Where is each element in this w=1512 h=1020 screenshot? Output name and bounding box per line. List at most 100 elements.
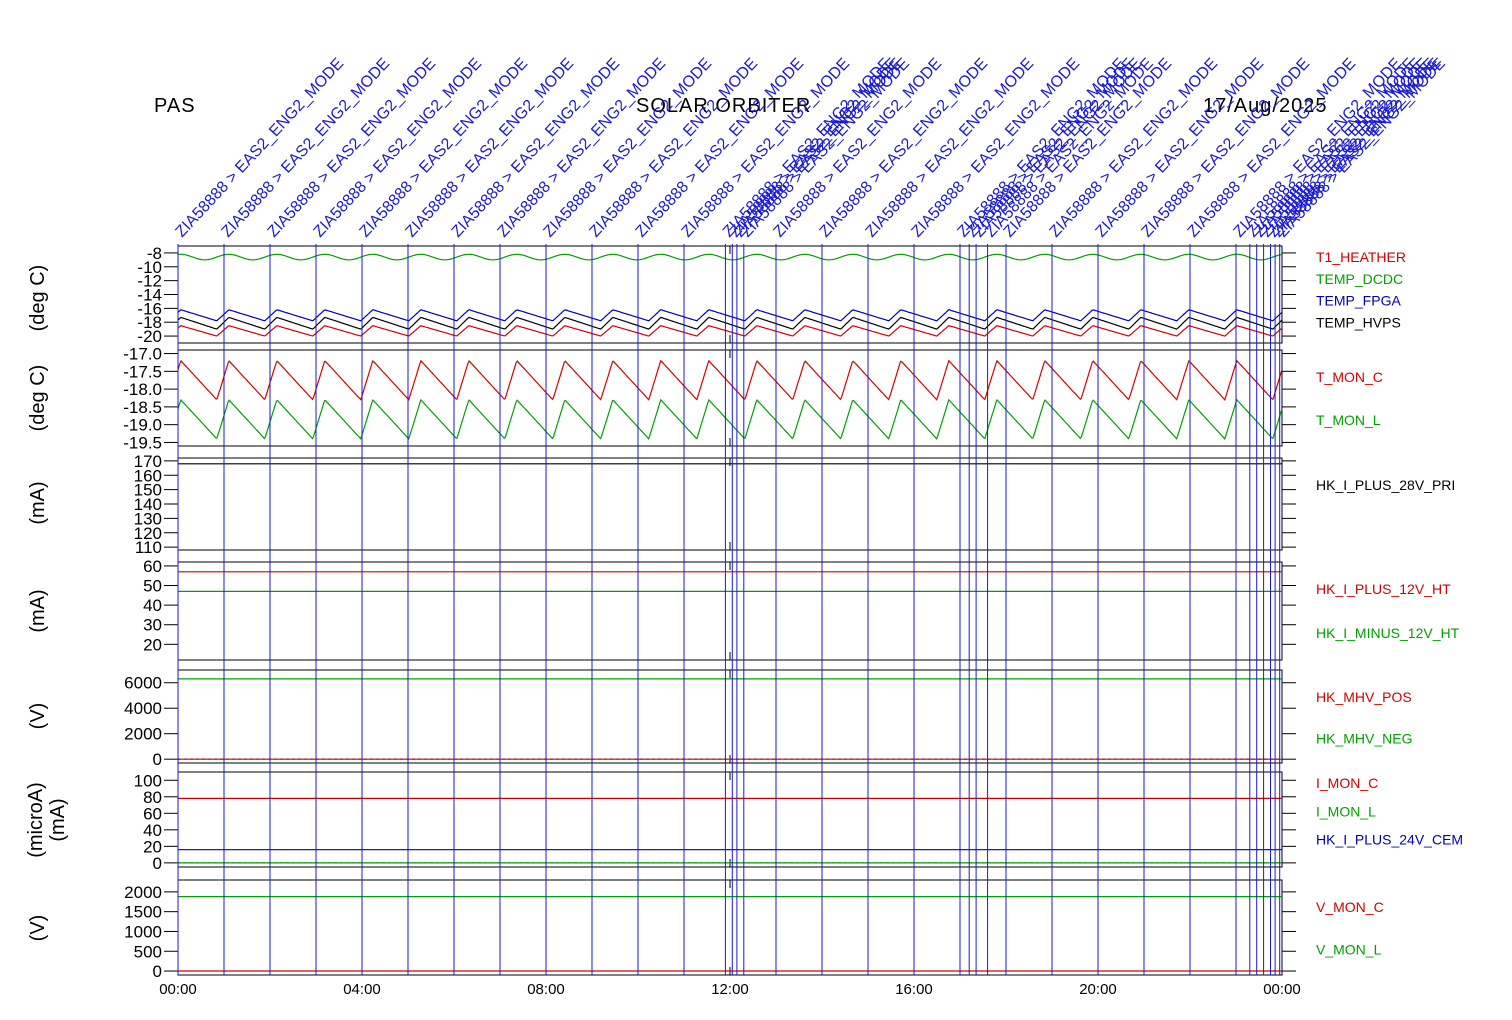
panel-frame — [177, 879, 1283, 976]
y-tick-label: 2000 — [124, 883, 162, 902]
header-center: SOLAR ORBITER — [636, 95, 812, 117]
y-tick-label: 0 — [153, 854, 162, 873]
header-left: PAS — [154, 95, 196, 117]
y-axis-label: (V) — [27, 703, 49, 730]
event-label: ZIA58888 > EAS2_ENG2_MODE — [310, 55, 485, 241]
panel-5: 6000 4000 2000 0 (V) HK_MHV_POS HK_MHV_NEG — [27, 669, 1412, 769]
y-tick-label: 1000 — [124, 922, 162, 941]
y-tick-label: -18 — [137, 313, 162, 332]
event-label: ZIA58888 > EAS2_ENG2_MODE — [356, 55, 531, 241]
y-tick-label: -18.5 — [123, 398, 162, 417]
x-tick-label: 20:00 — [1079, 981, 1117, 998]
series-line — [177, 325, 1283, 337]
y-tick-label: -17.5 — [123, 362, 162, 381]
legend-entry: T_MON_C — [1316, 369, 1383, 385]
x-tick-label: 08:00 — [527, 981, 565, 998]
legend-entry: I_MON_C — [1316, 775, 1378, 791]
event-label: ZIA58888 > EAS2_ENG2_MODE — [402, 55, 577, 241]
y-tick-label: 120 — [134, 524, 162, 543]
y-tick-label: -18.0 — [123, 380, 162, 399]
legend-entry: TEMP_DCDC — [1316, 271, 1403, 287]
legend-entry: I_MON_L — [1316, 803, 1376, 819]
panel-frame — [177, 245, 1283, 344]
y-tick-label: -17.0 — [123, 345, 162, 364]
y-axis-label: (V) — [27, 915, 49, 942]
y-tick-label: 0 — [153, 750, 162, 769]
series-line — [177, 359, 1283, 401]
x-axis: 00:00 04:00 08:00 12:00 16:00 20:00 00:00 — [159, 981, 1301, 998]
y-tick-label: -8 — [147, 244, 162, 263]
panel-frame — [177, 349, 1283, 447]
y-tick-label: 80 — [143, 788, 162, 807]
y-tick-label: 170 — [134, 452, 162, 471]
legend-entry: HK_I_MINUS_12V_HT — [1316, 625, 1460, 641]
legend-entry: HK_I_PLUS_28V_PRI — [1316, 477, 1455, 493]
event-label: ZIA58888 > EAS2_ENG2_MODE — [1000, 55, 1175, 241]
y-tick-label: 30 — [143, 616, 162, 635]
y-tick-label: 50 — [143, 577, 162, 596]
y-tick-label: 20 — [143, 635, 162, 654]
legend-entry: HK_MHV_NEG — [1316, 731, 1412, 747]
legend-entry: V_MON_L — [1316, 942, 1382, 958]
y-tick-label: 6000 — [124, 674, 162, 693]
x-tick-label: 12:00 — [711, 981, 749, 998]
y-tick-label: 150 — [134, 481, 162, 500]
event-label: ZIA58888 > EAS2_ENG2_MODE — [218, 55, 393, 241]
panel-2: -17.0-17.5-18.0-18.5-19.0-19.5 (deg C) T_M… — [27, 345, 1383, 453]
y-tick-label: 130 — [134, 509, 162, 528]
event-label: ZIA58888 > EAS2_ENG2_MODE — [172, 55, 347, 241]
y-tick-label: -19.5 — [123, 433, 162, 452]
event-label: ZIA58888 > EAS2_ENG2_MODE — [816, 55, 991, 241]
y-tick-label: 110 — [135, 538, 162, 557]
x-tick-label: 00:00 — [1263, 981, 1301, 998]
y-tick-label: -19.0 — [123, 416, 162, 435]
y-axis-label-2: (mA) — [47, 798, 69, 841]
y-tick-label: 20 — [143, 837, 162, 856]
y-tick-label: -14 — [137, 286, 162, 305]
y-tick-label: -20 — [137, 327, 162, 346]
y-axis-label: (mA) — [27, 589, 49, 632]
y-tick-label: 60 — [143, 557, 162, 576]
series-line — [177, 253, 1283, 261]
panel-frame — [177, 771, 1283, 868]
y-axis-label: (deg C) — [27, 265, 49, 332]
y-tick-label: 500 — [134, 942, 162, 961]
y-tick-label: -10 — [137, 258, 162, 277]
y-tick-label: 0 — [153, 962, 162, 981]
header-right: 17/Aug/2025 — [1203, 95, 1328, 117]
panel-frame — [177, 561, 1283, 661]
series-line — [177, 309, 1283, 322]
legend-entry: TEMP_FPGA — [1316, 293, 1401, 309]
y-axis-label: (mA) — [27, 481, 49, 524]
event-label: ZIA58888 > EAS2_ENG2_MODE — [632, 55, 807, 241]
legend-entry: T_MON_L — [1316, 412, 1381, 428]
y-axis-label: (deg C) — [27, 365, 49, 432]
y-tick-label: -16 — [137, 299, 162, 318]
legend-entry: HK_MHV_POS — [1316, 689, 1412, 705]
y-tick-label: -12 — [137, 272, 162, 291]
panel-frame — [177, 457, 1283, 551]
y-axis-label: (microA) — [25, 782, 47, 858]
panel-1: -8-10-12-14-16-18-20 (deg C) T1_HEATHER TEM… — [27, 244, 1406, 346]
event-label: ZIA58888 > EAS2_ENG2_MODE — [494, 55, 669, 241]
event-label: ZIA58888 > EAS2_ENG2_MODE — [264, 55, 439, 241]
event-label: ZIA58888 > EAS2_ENG2_MODE — [1230, 55, 1405, 241]
y-tick-label: 1500 — [124, 903, 162, 922]
y-tick-label: 4000 — [124, 699, 162, 718]
y-tick-label: 100 — [134, 771, 162, 790]
event-label: ZIA58888 > EAS2_ENG2_MODE — [448, 55, 623, 241]
x-tick-label: 16:00 — [895, 981, 933, 998]
legend-entry: HK_I_PLUS_12V_HT — [1316, 581, 1451, 597]
y-tick-label: 160 — [134, 466, 162, 485]
y-tick-label: 60 — [143, 804, 162, 823]
legend-entry: HK_I_PLUS_24V_CEM — [1316, 832, 1463, 848]
series-line — [177, 398, 1283, 441]
event-label: ZIA58888 > EAS2_ENG2_MODE — [1274, 55, 1449, 241]
y-tick-label: 2000 — [124, 725, 162, 744]
y-tick-label: 140 — [134, 495, 162, 514]
x-tick-label: 00:00 — [159, 981, 197, 998]
